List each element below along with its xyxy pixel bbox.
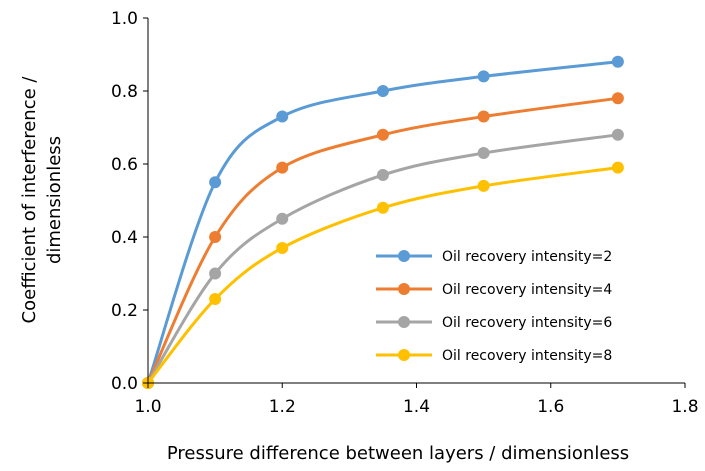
- data-point: [611, 92, 624, 105]
- y-tick-label: 0.0: [111, 374, 138, 394]
- legend-item: Oil recovery intensity=6: [376, 315, 612, 331]
- legend-label: Oil recovery intensity=6: [442, 315, 612, 331]
- legend-swatch-marker: [398, 316, 410, 328]
- data-point: [611, 161, 624, 174]
- data-point: [209, 293, 222, 306]
- series-line: [146, 166, 619, 384]
- series-2: [142, 92, 624, 389]
- x-tick-label: 1.6: [537, 397, 564, 417]
- legend: Oil recovery intensity=2 Oil recovery int…: [376, 249, 612, 364]
- legend-swatch-marker: [398, 349, 410, 361]
- series-line: [146, 133, 619, 384]
- data-point: [209, 176, 222, 189]
- series-3: [142, 128, 624, 389]
- legend-swatch-marker: [398, 250, 410, 262]
- x-tick-label: 1.2: [269, 397, 296, 417]
- data-point: [276, 241, 289, 254]
- y-tick-label: 0.4: [111, 228, 138, 248]
- data-point: [276, 161, 289, 174]
- series-4: [142, 161, 624, 389]
- data-point: [611, 55, 624, 68]
- x-axis-title: Pressure difference between layers / dim…: [167, 443, 629, 464]
- data-point: [611, 128, 624, 141]
- data-point: [376, 85, 389, 97]
- y-tick-label: 0.2: [111, 301, 138, 321]
- legend-swatch-marker: [398, 283, 410, 295]
- x-tick-label: 1.0: [134, 397, 161, 417]
- data-point: [376, 168, 389, 181]
- legend-label: Oil recovery intensity=4: [442, 282, 612, 298]
- data-point: [209, 267, 222, 280]
- y-tick-label: 1.0: [111, 9, 138, 29]
- series-line: [146, 60, 619, 384]
- data-point: [376, 201, 389, 214]
- y-tick-label: 0.8: [111, 82, 138, 102]
- data-point: [477, 70, 490, 83]
- x-tick-label: 1.8: [671, 397, 698, 417]
- legend-label: Oil recovery intensity=8: [442, 348, 612, 364]
- legend-item: Oil recovery intensity=2: [376, 249, 612, 265]
- x-tick-label: 1.4: [403, 397, 430, 417]
- data-point: [477, 110, 490, 123]
- data-point: [276, 110, 289, 123]
- axes-layer: 0.0 0.2 0.4 0.6 0.8 1.0 1.0 1.2 1.4 1.6 1.8: [111, 9, 699, 417]
- legend-item: Oil recovery intensity=4: [376, 282, 612, 298]
- series-line: [146, 96, 619, 384]
- data-point: [477, 179, 490, 192]
- data-point: [477, 147, 490, 160]
- y-axis-title-line-1: Coefficient of interference /: [19, 76, 40, 324]
- y-axis-title-line-2: dimensionless: [44, 136, 65, 264]
- data-point: [209, 231, 222, 243]
- legend-label: Oil recovery intensity=2: [442, 249, 612, 265]
- series-layer: [142, 55, 624, 389]
- data-point: [376, 128, 389, 141]
- legend-item: Oil recovery intensity=8: [376, 348, 612, 364]
- y-tick-label: 0.6: [111, 155, 138, 175]
- data-point: [276, 212, 289, 225]
